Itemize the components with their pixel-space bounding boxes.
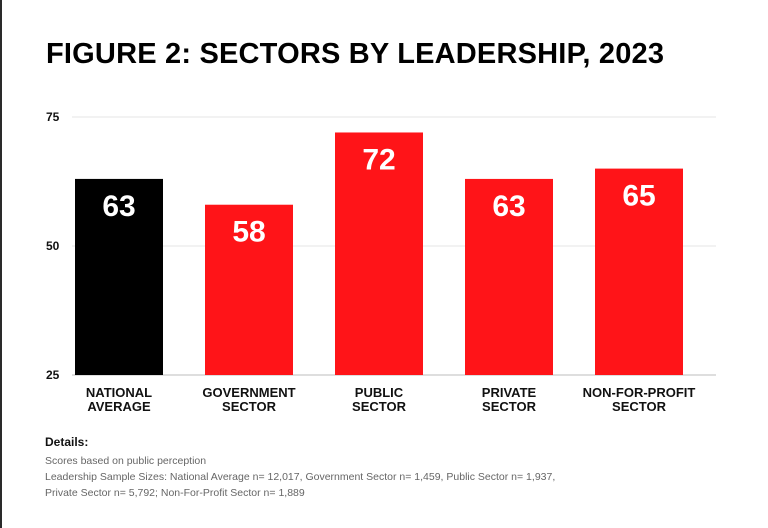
details-sample-sizes: Leadership Sample Sizes: National Averag… (45, 471, 556, 483)
bar-chart: 75502563NATIONALAVERAGE58GOVERNMENTSECTO… (46, 110, 716, 414)
bar-1 (205, 204, 293, 375)
x-tick-label-1-line-0: GOVERNMENT (202, 385, 295, 400)
bar-2 (335, 132, 423, 375)
left-border (0, 0, 2, 528)
x-tick-label-0-line-0: NATIONAL (86, 385, 152, 400)
x-tick-label-4-line-0: NON-FOR-PROFIT (583, 385, 696, 400)
details-note: Scores based on public perception (45, 455, 207, 467)
bar-value-label-0: 63 (102, 190, 135, 223)
y-tick-label-75: 75 (46, 110, 60, 124)
bar-4 (595, 168, 683, 375)
x-tick-label-4-line-1: SECTOR (612, 399, 667, 414)
x-tick-label-0-line-1: AVERAGE (87, 399, 151, 414)
x-tick-label-3-line-1: SECTOR (482, 399, 537, 414)
details-sample-sizes-continued: Private Sector n= 5,792; Non-For-Profit … (45, 487, 305, 499)
x-tick-label-1-line-1: SECTOR (222, 399, 277, 414)
chart-title: FIGURE 2: SECTORS BY LEADERSHIP, 2023 (46, 38, 665, 70)
y-tick-label-25: 25 (46, 368, 60, 382)
bar-value-label-4: 65 (622, 180, 655, 213)
bar-value-label-2: 72 (362, 143, 395, 176)
bar-0 (75, 178, 163, 375)
details-heading: Details: (45, 435, 89, 449)
bar-value-label-1: 58 (232, 216, 265, 249)
bar-value-label-3: 63 (492, 190, 525, 223)
y-tick-label-50: 50 (46, 239, 60, 253)
x-tick-label-2-line-0: PUBLIC (355, 385, 404, 400)
x-tick-label-3-line-0: PRIVATE (482, 385, 537, 400)
details-section: Details: Scores based on public percepti… (45, 435, 745, 501)
bar-3 (465, 178, 553, 375)
x-tick-label-2-line-1: SECTOR (352, 399, 407, 414)
